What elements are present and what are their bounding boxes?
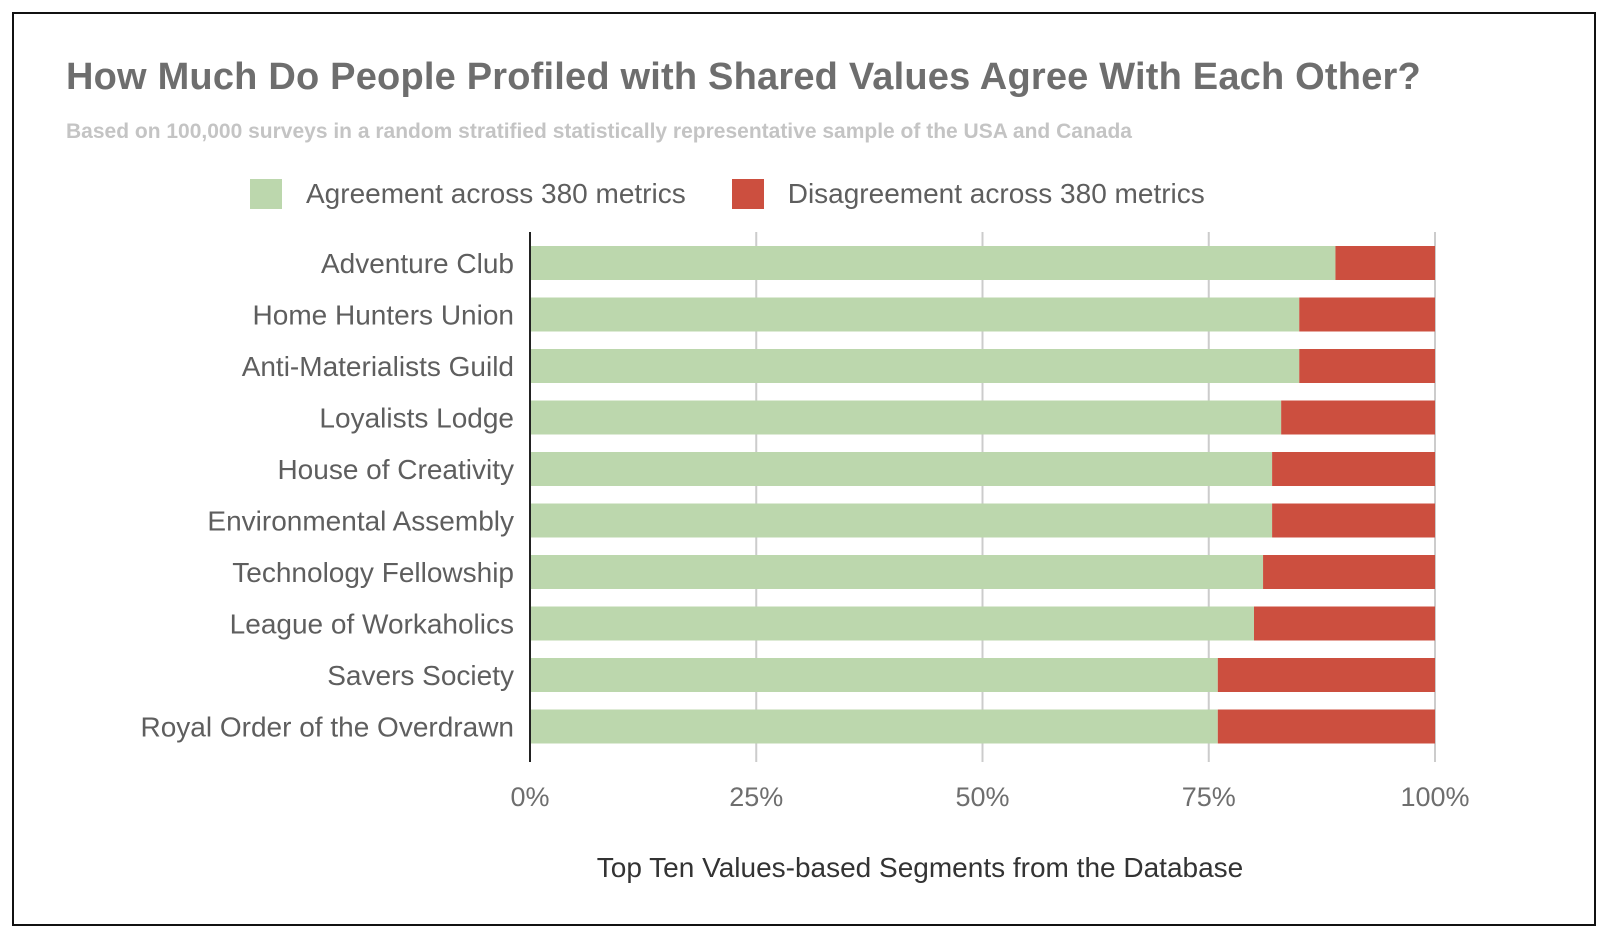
legend-item-disagreement: Disagreement across 380 metrics bbox=[731, 178, 1205, 210]
legend-label-disagreement: Disagreement across 380 metrics bbox=[787, 178, 1205, 209]
x-tick-label-0: 0% bbox=[510, 782, 549, 812]
category-label-1: Home Hunters Union bbox=[253, 300, 514, 331]
disagreement-bar-8 bbox=[1217, 658, 1435, 692]
agreement-bar-8 bbox=[530, 658, 1218, 692]
agreement-bar-7 bbox=[530, 606, 1254, 641]
x-tick-label-1: 25% bbox=[729, 782, 783, 812]
disagreement-bar-5 bbox=[1272, 503, 1435, 538]
agreement-bar-3 bbox=[530, 400, 1282, 435]
x-tick-label-2: 50% bbox=[955, 782, 1009, 812]
disagreement-bar-3 bbox=[1281, 400, 1435, 435]
disagreement-bar-0 bbox=[1335, 246, 1435, 280]
disagreement-bar-9 bbox=[1217, 709, 1435, 744]
legend-swatch-agreement bbox=[250, 179, 282, 209]
category-label-4: House of Creativity bbox=[277, 454, 514, 485]
legend-swatch-disagreement bbox=[731, 179, 764, 209]
agreement-bar-6 bbox=[530, 555, 1264, 589]
x-tick-label-3: 75% bbox=[1182, 782, 1236, 812]
x-axis-label: Top Ten Values-based Segments from the D… bbox=[596, 852, 1244, 883]
category-label-5: Environmental Assembly bbox=[207, 506, 514, 537]
category-label-6: Technology Fellowship bbox=[232, 557, 514, 588]
category-label-0: Adventure Club bbox=[321, 248, 514, 279]
agreement-bar-5 bbox=[530, 503, 1273, 538]
agreement-bar-2 bbox=[530, 349, 1300, 383]
disagreement-bar-4 bbox=[1272, 452, 1435, 486]
chart-subtitle: Based on 100,000 surveys in a random str… bbox=[66, 120, 1132, 143]
category-label-7: League of Workaholics bbox=[230, 609, 514, 640]
x-tick-labels: 0% 25% 50% 75% 100% bbox=[510, 782, 1469, 812]
x-tick-label-4: 100% bbox=[1400, 782, 1469, 812]
category-label-8: Savers Society bbox=[327, 660, 514, 691]
disagreement-bar-6 bbox=[1263, 555, 1435, 589]
agreement-bar-0 bbox=[530, 246, 1336, 280]
agreement-bar-9 bbox=[530, 709, 1218, 744]
disagreement-bar-1 bbox=[1299, 297, 1435, 332]
agreement-bar-1 bbox=[530, 297, 1300, 332]
legend-item-agreement: Agreement across 380 metrics bbox=[250, 178, 686, 210]
chart-title: How Much Do People Profiled with Shared … bbox=[66, 56, 1421, 98]
bars bbox=[530, 246, 1435, 744]
category-label-9: Royal Order of the Overdrawn bbox=[141, 712, 515, 743]
agreement-bar-4 bbox=[530, 452, 1273, 486]
category-labels: Adventure Club Home Hunters Union Anti-Mat… bbox=[141, 248, 515, 743]
category-label-2: Anti-Materialists Guild bbox=[242, 351, 514, 382]
legend-label-agreement: Agreement across 380 metrics bbox=[306, 178, 686, 209]
category-label-3: Loyalists Lodge bbox=[319, 403, 514, 434]
disagreement-bar-7 bbox=[1254, 606, 1435, 641]
disagreement-bar-2 bbox=[1299, 349, 1435, 383]
chart-legend: Agreement across 380 metrics Disagreemen… bbox=[250, 178, 1251, 210]
